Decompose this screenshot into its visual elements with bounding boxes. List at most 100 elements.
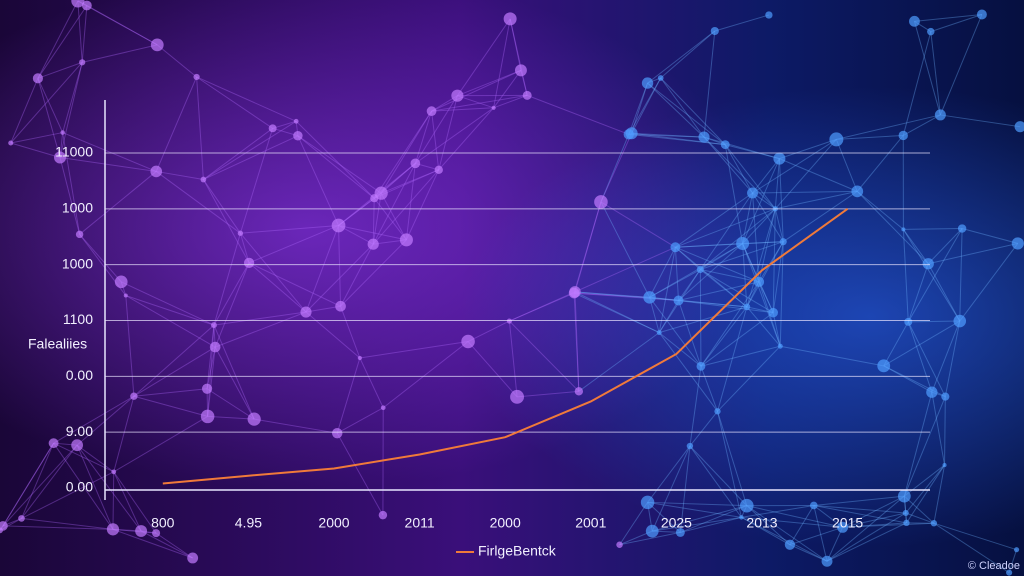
network-link [431, 94, 528, 112]
network-link [700, 269, 760, 283]
network-link [741, 516, 791, 546]
y-tick-label: 0.00 [66, 367, 93, 383]
network-link [336, 432, 384, 516]
network-node [779, 238, 787, 246]
network-link [826, 512, 907, 562]
network-node [201, 383, 213, 394]
network-link [380, 192, 407, 241]
network-link [336, 357, 361, 434]
network-node [810, 501, 818, 510]
network-link [21, 444, 78, 519]
network-link [746, 505, 828, 562]
network-link [10, 78, 39, 144]
network-link [125, 295, 135, 397]
network-link [405, 163, 416, 240]
network-link [155, 171, 241, 234]
network-link [905, 512, 935, 524]
network-link [574, 291, 660, 334]
network-node [720, 140, 730, 150]
network-node [625, 127, 638, 140]
network-node [111, 469, 117, 475]
network-link [21, 442, 55, 519]
network-link [856, 191, 929, 265]
network-link [112, 528, 157, 534]
network-node [331, 427, 343, 439]
network-link [0, 442, 55, 531]
network-link [752, 158, 780, 194]
network-link [373, 110, 432, 199]
network-link [927, 228, 963, 265]
network-link [305, 243, 374, 313]
network-link [21, 517, 114, 530]
network-link [213, 262, 250, 326]
network-link [905, 464, 945, 514]
network-link [517, 390, 579, 398]
network-link [746, 505, 791, 546]
network-node [506, 318, 512, 324]
network-node [837, 521, 849, 533]
x-tick-label: 2001 [575, 515, 606, 531]
network-node [200, 409, 215, 424]
network-link [856, 135, 904, 192]
network-link [658, 332, 718, 412]
network-node [335, 300, 346, 312]
network-node [645, 524, 659, 538]
network-link [203, 135, 299, 181]
network-node [461, 334, 475, 349]
network-link [59, 62, 83, 158]
network-node [773, 152, 786, 165]
network-node [1013, 547, 1020, 553]
network-link [631, 77, 662, 134]
network-node [656, 330, 662, 336]
network-link [207, 325, 215, 417]
network-link [703, 30, 716, 138]
network-link [457, 95, 494, 109]
network-node [710, 26, 719, 36]
network-link [578, 332, 660, 392]
x-tick-label: 2000 [318, 515, 349, 531]
y-tick-label: 1000 [62, 255, 93, 271]
network-link [37, 61, 83, 79]
network-link [907, 228, 963, 323]
network-link [79, 233, 122, 283]
network-link [678, 300, 702, 367]
network-link [658, 247, 676, 333]
network-node [426, 106, 437, 116]
network-link [724, 144, 744, 244]
network-link [600, 134, 630, 203]
network-node [1006, 569, 1013, 576]
network-link [930, 31, 941, 115]
network-node [942, 463, 947, 468]
network-link [202, 179, 250, 264]
network-link [774, 158, 780, 209]
network-node [451, 89, 464, 102]
network-link [37, 78, 64, 133]
network-link [414, 95, 458, 164]
network-link [203, 120, 297, 180]
network-link [836, 134, 904, 140]
network-node [114, 275, 128, 289]
data-line [162, 208, 849, 485]
y-tick-label: 1000 [62, 200, 93, 216]
network-link [931, 320, 961, 393]
network-link [133, 395, 208, 417]
network-node [187, 552, 199, 564]
network-link [826, 527, 844, 562]
network-link [674, 247, 680, 301]
network-link [202, 179, 241, 234]
network-link [600, 133, 633, 203]
network-link [338, 224, 407, 241]
network-link [724, 144, 776, 210]
network-node [293, 131, 303, 141]
network-link [438, 95, 458, 170]
network-link [600, 201, 676, 248]
network-link [933, 522, 1010, 574]
network-link [742, 241, 784, 245]
y-tick-label: 11000 [55, 144, 93, 160]
network-link [774, 208, 784, 242]
network-node [200, 176, 207, 183]
network-link [660, 30, 716, 79]
network-link [295, 120, 375, 199]
network-link [742, 208, 776, 244]
